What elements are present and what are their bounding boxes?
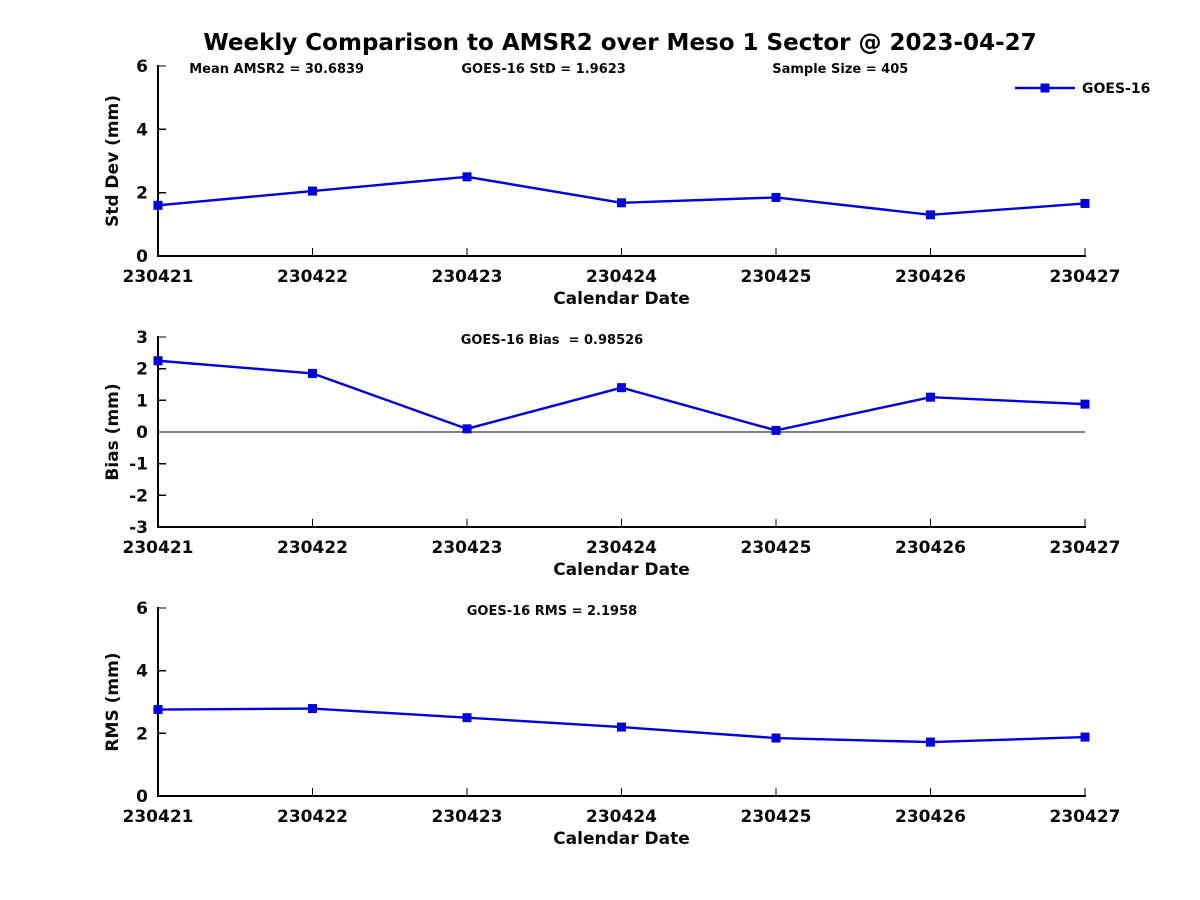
y-tick-label: 2 bbox=[136, 360, 148, 380]
y-tick-label: 6 bbox=[136, 57, 148, 77]
data-point-marker bbox=[462, 172, 472, 182]
data-point-marker bbox=[926, 210, 935, 220]
legend: GOES-16 bbox=[1015, 81, 1150, 97]
x-tick-label: 230427 bbox=[1050, 267, 1121, 287]
data-point-marker bbox=[308, 368, 317, 378]
y-tick-label: 2 bbox=[136, 184, 148, 204]
y-tick-label: 4 bbox=[136, 120, 148, 140]
data-point-marker bbox=[153, 200, 163, 210]
data-point-marker bbox=[771, 733, 781, 743]
x-tick-label: 230424 bbox=[586, 267, 657, 287]
y-tick-label: 0 bbox=[136, 787, 148, 807]
y-axis-title: RMS (mm) bbox=[103, 652, 123, 751]
data-point-marker bbox=[617, 722, 626, 732]
x-tick-label: 230422 bbox=[277, 807, 348, 827]
y-axis-title: Std Dev (mm) bbox=[103, 95, 123, 227]
x-tick-label: 230422 bbox=[277, 267, 348, 287]
x-tick-label: 230425 bbox=[741, 807, 812, 827]
x-tick-label: 230425 bbox=[741, 538, 812, 558]
x-tick-label: 230426 bbox=[895, 267, 966, 287]
x-tick-label: 230426 bbox=[895, 538, 966, 558]
data-point-marker bbox=[926, 737, 935, 747]
data-point-marker bbox=[617, 198, 626, 208]
annotation: GOES-16 RMS = 2.1958 bbox=[467, 604, 637, 619]
x-tick-label: 230424 bbox=[586, 538, 657, 558]
x-tick-label: 230423 bbox=[432, 267, 503, 287]
data-point-marker bbox=[153, 356, 163, 366]
y-tick-label: 2 bbox=[136, 724, 148, 744]
chart-rms: GOES-16 RMS = 2.1958 0 2 4 6 230421 230422 2304… bbox=[103, 599, 1120, 849]
x-tick-label: 230427 bbox=[1050, 807, 1121, 827]
y-tick-label: -3 bbox=[129, 518, 148, 538]
data-point-marker bbox=[1080, 399, 1090, 409]
x-tick-label: 230426 bbox=[895, 807, 966, 827]
data-point-marker bbox=[1080, 198, 1090, 208]
figure-title: Weekly Comparison to AMSR2 over Meso 1 S… bbox=[203, 30, 1037, 56]
data-point-marker bbox=[617, 383, 626, 393]
x-tick-label: 230423 bbox=[432, 807, 503, 827]
x-axis-title: Calendar Date bbox=[553, 829, 690, 849]
data-point-marker bbox=[462, 424, 472, 434]
y-tick-label: -1 bbox=[129, 455, 148, 475]
chart-bias: GOES-16 Bias = 0.98526 -3 -2 -1 0 1 2 3 230421 23… bbox=[103, 328, 1120, 580]
data-point-marker bbox=[771, 425, 781, 435]
data-point-marker bbox=[308, 186, 317, 196]
x-tick-label: 230421 bbox=[123, 538, 194, 558]
data-point-marker bbox=[771, 192, 781, 202]
y-axis-title: Bias (mm) bbox=[103, 383, 123, 480]
annotation: Sample Size = 405 bbox=[772, 62, 908, 77]
y-tick-label: 6 bbox=[136, 599, 148, 619]
x-tick-label: 230425 bbox=[741, 267, 812, 287]
y-tick-label: 1 bbox=[136, 391, 148, 411]
data-point-marker bbox=[153, 705, 163, 715]
x-tick-label: 230424 bbox=[586, 807, 657, 827]
y-tick-label: 3 bbox=[136, 328, 148, 348]
data-point-marker bbox=[926, 392, 935, 402]
chart-std-dev: Mean AMSR2 = 30.6839 GOES-16 StD = 1.9623… bbox=[103, 57, 1150, 309]
x-tick-label: 230427 bbox=[1050, 538, 1121, 558]
x-tick-label: 230421 bbox=[123, 267, 194, 287]
annotation: GOES-16 Bias = 0.98526 bbox=[461, 333, 644, 348]
y-tick-label: 0 bbox=[136, 423, 148, 443]
x-axis-title: Calendar Date bbox=[553, 289, 690, 309]
y-tick-label: 0 bbox=[136, 247, 148, 267]
annotation: GOES-16 StD = 1.9623 bbox=[461, 62, 625, 77]
legend-label: GOES-16 bbox=[1082, 81, 1150, 97]
legend-marker bbox=[1040, 83, 1050, 93]
data-point-marker bbox=[308, 704, 317, 714]
annotation: Mean AMSR2 = 30.6839 bbox=[189, 62, 364, 77]
x-tick-label: 230422 bbox=[277, 538, 348, 558]
y-tick-label: -2 bbox=[129, 486, 148, 506]
x-tick-label: 230421 bbox=[123, 807, 194, 827]
y-tick-label: 4 bbox=[136, 662, 148, 682]
series-line-goes-16 bbox=[157, 359, 1086, 432]
x-tick-label: 230423 bbox=[432, 538, 503, 558]
data-point-marker bbox=[1080, 732, 1090, 742]
x-axis-title: Calendar Date bbox=[553, 560, 690, 580]
series-line-goes-16 bbox=[157, 175, 1086, 217]
data-point-marker bbox=[462, 713, 472, 723]
